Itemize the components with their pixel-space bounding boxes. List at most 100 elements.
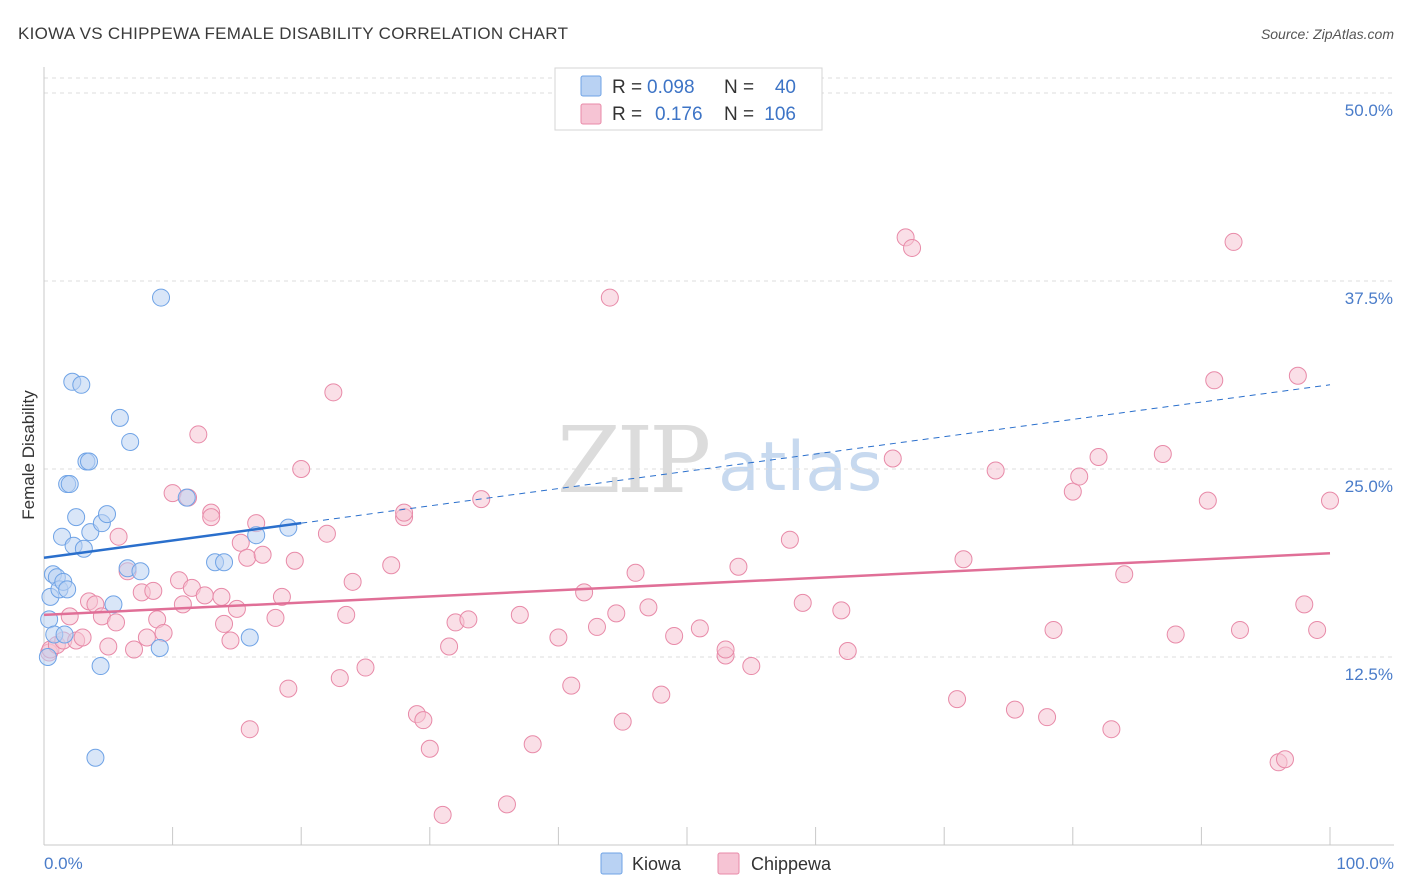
series-kiowa-points [38, 288, 298, 767]
point-kiowa [86, 748, 105, 767]
bottom-legend-swatch-chippewa [717, 852, 740, 875]
point-chippewa [202, 508, 221, 527]
point-chippewa [1198, 491, 1217, 510]
point-chippewa [1295, 595, 1314, 614]
chart-title: KIOWA VS CHIPPEWA FEMALE DISABILITY CORR… [18, 24, 568, 43]
y-axis-label: Female Disability [19, 390, 38, 520]
point-chippewa [240, 720, 259, 739]
point-chippewa [173, 595, 192, 614]
point-chippewa [285, 551, 304, 570]
point-chippewa [1102, 720, 1121, 739]
point-chippewa [742, 657, 761, 676]
point-kiowa [55, 625, 74, 644]
point-chippewa [459, 610, 478, 629]
point-chippewa [382, 556, 401, 575]
point-kiowa [131, 562, 150, 581]
point-chippewa [144, 581, 163, 600]
point-chippewa [549, 628, 568, 647]
point-chippewa [1308, 620, 1327, 639]
point-kiowa [152, 288, 171, 307]
point-kiowa [98, 505, 117, 524]
point-chippewa [292, 460, 311, 479]
trend-lines [43, 384, 1331, 617]
point-chippewa [343, 572, 362, 591]
point-chippewa [137, 628, 156, 647]
stats-legend: R = 0.098 N = 40 R = 0.176 N = 106 [554, 67, 823, 131]
point-chippewa [652, 685, 671, 704]
point-kiowa [91, 657, 110, 676]
point-chippewa [883, 449, 902, 468]
series-chippewa-points [40, 228, 1339, 824]
point-chippewa [954, 550, 973, 569]
point-chippewa [600, 288, 619, 307]
x-tick-label-max: 100.0% [1336, 854, 1394, 873]
point-chippewa [189, 425, 208, 444]
point-chippewa [73, 628, 92, 647]
point-chippewa [195, 586, 214, 605]
trend-kiowa-solid [43, 521, 302, 559]
point-chippewa [440, 637, 459, 656]
trend-kiowa-dashed [301, 384, 1331, 524]
y-tick-label: 50.0% [1345, 101, 1393, 120]
point-chippewa [690, 619, 709, 638]
point-chippewa [125, 640, 144, 659]
point-chippewa [238, 548, 257, 567]
point-chippewa [1044, 620, 1063, 639]
point-chippewa [212, 587, 231, 606]
point-chippewa [330, 669, 349, 688]
y-tick-label: 25.0% [1345, 477, 1393, 496]
point-chippewa [337, 605, 356, 624]
series-legend: Kiowa Chippewa [600, 852, 832, 875]
point-chippewa [433, 805, 452, 824]
point-chippewa [324, 383, 343, 402]
x-tick-label-min: 0.0% [44, 854, 83, 873]
point-kiowa [121, 432, 140, 451]
legend-kiowa-r-label: R = [612, 77, 642, 98]
point-kiowa [279, 518, 298, 537]
watermark-zip: ZIP [557, 407, 708, 514]
point-chippewa [420, 739, 439, 758]
point-chippewa [1224, 232, 1243, 251]
point-chippewa [639, 598, 658, 617]
point-chippewa [665, 626, 684, 645]
legend-swatch-chippewa [580, 103, 602, 125]
point-chippewa [903, 238, 922, 257]
point-chippewa [253, 545, 272, 564]
legend-chippewa-r-label: R = [612, 104, 642, 125]
point-chippewa [1275, 750, 1294, 769]
point-chippewa [510, 605, 529, 624]
legend-kiowa-n-label: N = [724, 77, 754, 98]
point-kiowa [177, 488, 196, 507]
bottom-legend-swatch-kiowa [600, 852, 623, 875]
y-tick-labels: 12.5% 25.0% 37.5% 50.0% [1345, 101, 1393, 684]
point-kiowa [150, 638, 169, 657]
point-chippewa [607, 604, 626, 623]
point-kiowa [240, 628, 259, 647]
point-chippewa [838, 641, 857, 660]
point-chippewa [948, 690, 967, 709]
point-chippewa [1153, 444, 1172, 463]
point-chippewa [1038, 708, 1057, 727]
point-chippewa [1205, 371, 1224, 390]
point-chippewa [1089, 447, 1108, 466]
point-chippewa [1115, 565, 1134, 584]
point-chippewa [266, 608, 285, 627]
point-chippewa [60, 607, 79, 626]
point-chippewa [1321, 491, 1339, 510]
gridlines [44, 77, 1394, 658]
point-kiowa [38, 648, 57, 667]
point-chippewa [414, 711, 433, 730]
legend-kiowa-n-value: 40 [775, 77, 796, 98]
legend-kiowa-r-value: 0.098 [647, 77, 695, 98]
point-kiowa [58, 580, 77, 599]
axes [43, 67, 1394, 846]
y-tick-label: 37.5% [1345, 289, 1393, 308]
point-chippewa [587, 617, 606, 636]
point-chippewa [279, 679, 298, 698]
point-kiowa [104, 595, 123, 614]
point-kiowa [67, 508, 86, 527]
point-chippewa [1230, 620, 1249, 639]
point-chippewa [99, 637, 118, 656]
point-chippewa [1063, 482, 1082, 501]
